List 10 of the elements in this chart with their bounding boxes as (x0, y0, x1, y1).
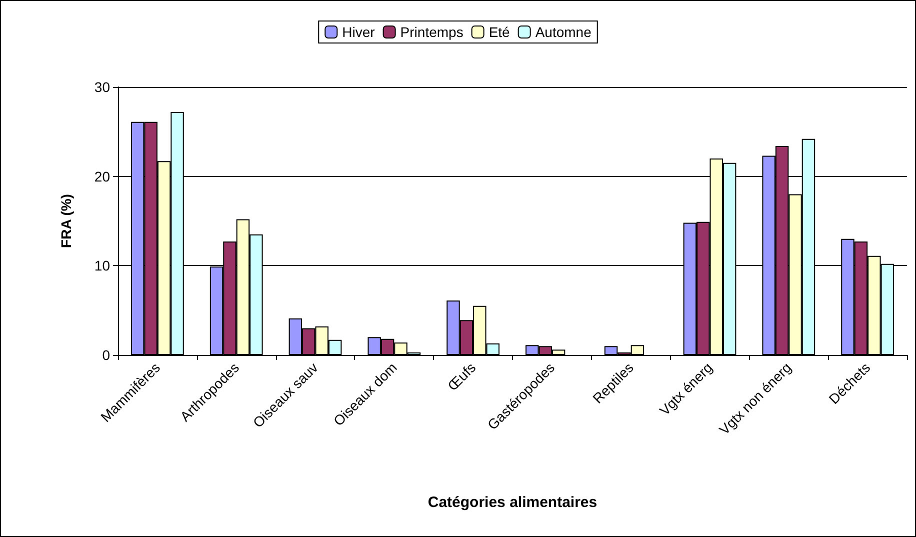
legend-label: Printemps (400, 24, 464, 40)
y-tick-label: 20 (94, 168, 110, 184)
x-axis-title: Catégories alimentaires (428, 494, 598, 511)
legend-label: Eté (488, 24, 510, 40)
y-axis-title: FRA (%) (58, 194, 74, 248)
legend-label: Automne (535, 24, 592, 40)
y-tick-label: 10 (94, 258, 110, 274)
y-tick-label: 0 (102, 347, 110, 363)
y-tick-label: 30 (94, 79, 110, 95)
legend-label: Hiver (342, 24, 376, 40)
